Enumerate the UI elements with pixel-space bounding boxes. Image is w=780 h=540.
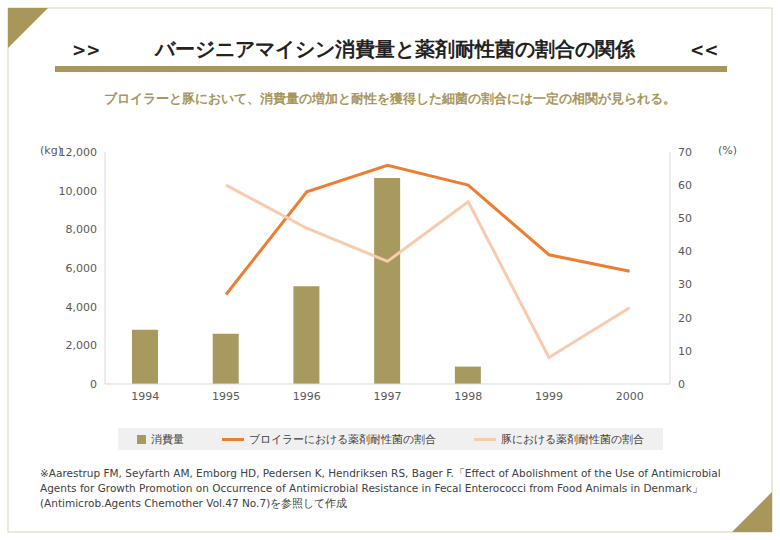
html-text:(kg): (kg) [40, 144, 62, 157]
html-text:消費量: 消費量 [151, 432, 184, 446]
svg-text:1995: 1995 [212, 390, 240, 403]
svg-text:0: 0 [678, 378, 685, 391]
svg-text:1997: 1997 [374, 390, 402, 403]
svg-text:8,000: 8,000 [66, 223, 98, 236]
svg-text:1998: 1998 [454, 390, 482, 403]
svg-text:70: 70 [678, 146, 692, 159]
svg-text:4,000: 4,000 [66, 301, 98, 314]
svg-text:0: 0 [90, 378, 97, 391]
svg-text:20: 20 [678, 312, 692, 325]
svg-text:1999: 1999 [535, 390, 563, 403]
svg-text:50: 50 [678, 212, 692, 225]
html-text:バージニアマイシン消費量と薬剤耐性菌の割合の関係: バージニアマイシン消費量と薬剤耐性菌の割合の関係 [155, 37, 635, 61]
svg-text:1996: 1996 [293, 390, 321, 403]
html-text:ブロイラーと豚において、消費量の増加と耐性を獲得した細菌の割: ブロイラーと豚において、消費量の増加と耐性を獲得した細菌の割合には一定の相関が見… [104, 91, 676, 106]
html-text:※Aarestrup FM, Seyfarth AM, Em: ※Aarestrup FM, Seyfarth AM, Emborg HD, P… [40, 467, 721, 509]
svg-text:10: 10 [678, 345, 692, 358]
html-text:豚における薬剤耐性菌の割合: 豚における薬剤耐性菌の割合 [501, 432, 644, 446]
svg-text:6,000: 6,000 [66, 262, 98, 275]
svg-text:60: 60 [678, 179, 692, 192]
svg-text:1994: 1994 [131, 390, 159, 403]
svg-text:30: 30 [678, 278, 692, 291]
svg-text:2000: 2000 [616, 390, 644, 403]
svg-text:2,000: 2,000 [66, 339, 98, 352]
svg-text:12,000: 12,000 [59, 146, 98, 159]
svg-text:10,000: 10,000 [59, 185, 98, 198]
html-text:ブロイラーにおける薬剤耐性菌の割合: ブロイラーにおける薬剤耐性菌の割合 [249, 432, 436, 446]
svg-text:40: 40 [678, 245, 692, 258]
